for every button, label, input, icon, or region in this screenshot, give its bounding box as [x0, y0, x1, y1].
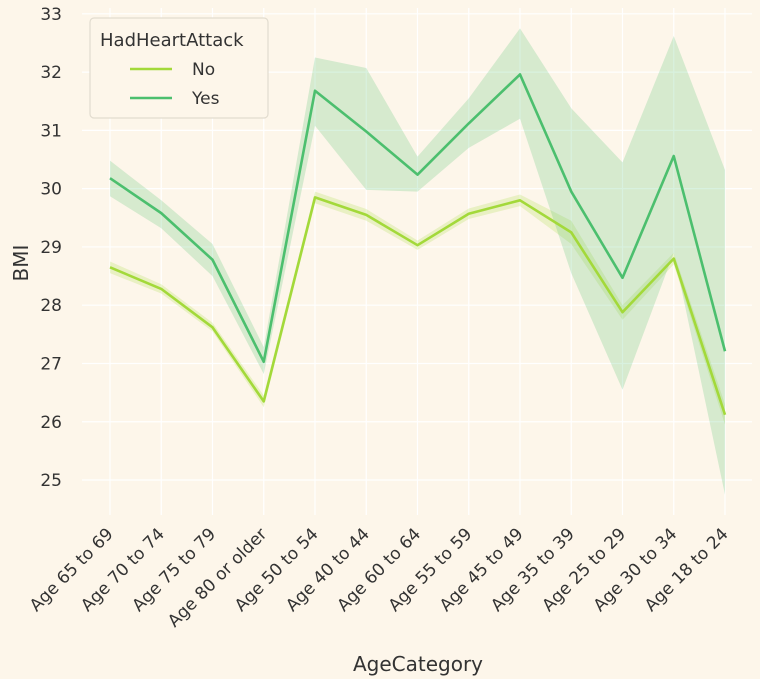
legend-label-no: No [192, 60, 215, 80]
series-line-yes [109, 73, 727, 364]
y-tick-label: 33 [40, 5, 62, 25]
y-tick-label: 29 [40, 238, 62, 258]
confidence-band-yes [110, 28, 725, 495]
y-tick-label: 27 [40, 354, 62, 374]
y-tick-label: 31 [40, 121, 62, 141]
legend: HadHeartAttack No Yes [89, 17, 269, 119]
y-tick-labels: 25 26 27 28 29 30 31 32 33 [40, 5, 62, 491]
y-tick-label: 30 [40, 180, 62, 200]
confidence-bands [110, 28, 725, 495]
y-tick-label: 32 [40, 63, 62, 83]
series-line-no [109, 196, 727, 416]
legend-label-yes: Yes [191, 89, 220, 109]
x-axis-label: AgeCategory [353, 652, 483, 676]
y-tick-label: 25 [40, 471, 62, 491]
y-tick-label: 28 [40, 296, 62, 316]
y-axis-label: BMI [9, 245, 33, 282]
series-lines [109, 73, 727, 416]
y-tick-label: 26 [40, 413, 62, 433]
legend-box [89, 17, 269, 119]
legend-title: HadHeartAttack [100, 30, 244, 51]
